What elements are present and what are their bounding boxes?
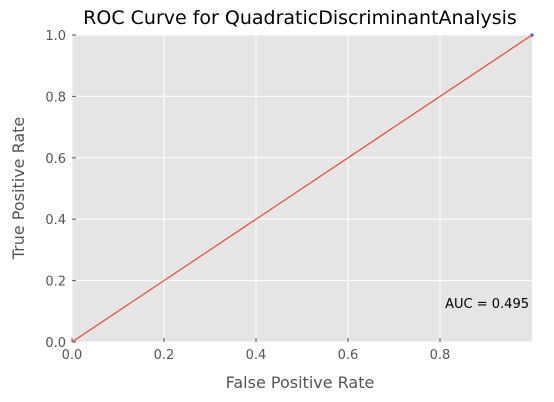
x-tick-label: 0.8 [430,348,451,363]
series-layer [71,33,534,343]
y-tick-label: 0.8 [45,90,66,105]
x-tick-label: 0.0 [62,348,83,363]
y-axis-label: True Positive Rate [9,117,28,261]
y-tick-label: 0.6 [45,152,66,167]
y-tick-label: 0.4 [45,213,66,228]
auc-annotation: AUC = 0.495 [445,297,529,312]
y-tick-label: 0.2 [45,275,66,290]
x-axis-label: False Positive Rate [226,373,375,392]
roc-end-point [530,33,534,37]
x-tick-label: 0.2 [154,348,175,363]
y-tick-label: 1.0 [45,29,66,44]
y-tick-label: 0.0 [45,336,66,351]
x-tick-label: 0.4 [246,348,267,363]
axis-ticks: 0.0 0.2 0.4 0.6 0.8 0.0 0.2 0.4 0.6 0.8 1.0 [45,29,450,363]
x-tick-label: 0.6 [338,348,359,363]
roc-curve-line [71,34,533,343]
grid-lines [71,34,532,343]
chart-title: ROC Curve for QuadraticDiscriminantAnaly… [83,7,517,29]
